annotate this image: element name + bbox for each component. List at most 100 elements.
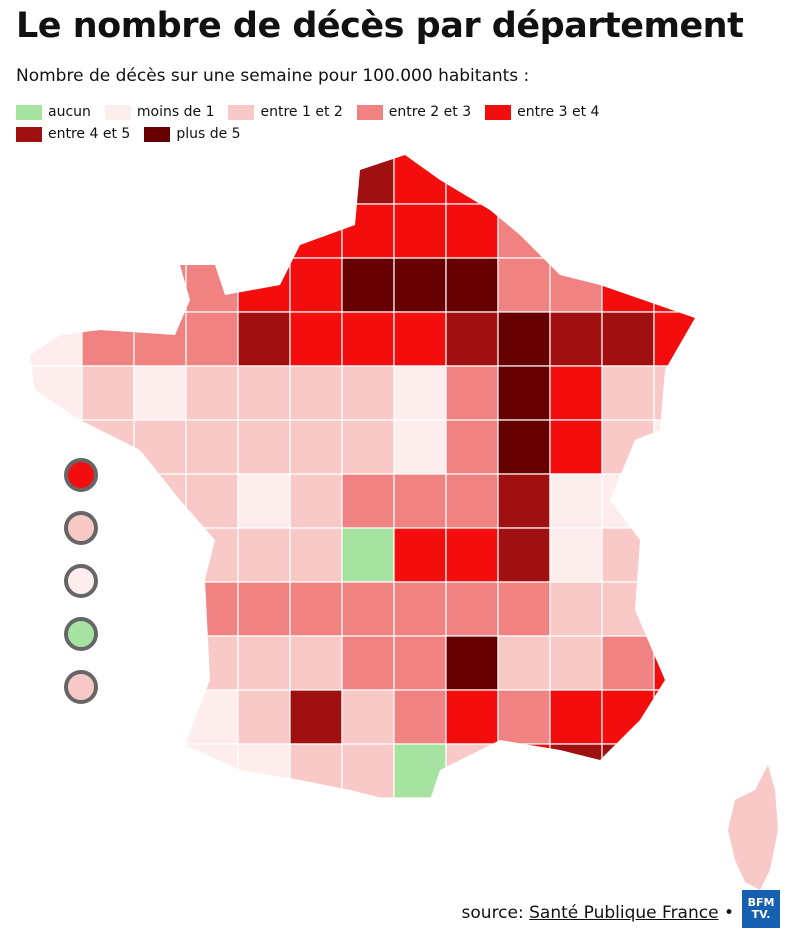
department xyxy=(341,743,395,799)
department xyxy=(237,419,291,475)
department xyxy=(549,365,603,421)
department xyxy=(133,257,187,313)
department xyxy=(601,635,655,691)
department xyxy=(237,635,291,691)
department xyxy=(341,257,395,313)
department xyxy=(653,311,695,367)
department xyxy=(497,689,551,745)
department xyxy=(30,365,83,421)
legend-swatch xyxy=(356,104,383,120)
department xyxy=(289,365,343,421)
department xyxy=(549,311,603,367)
department xyxy=(81,203,135,259)
logo-line: BFM xyxy=(747,896,775,909)
department xyxy=(601,257,655,313)
department xyxy=(185,365,239,421)
department xyxy=(497,203,551,259)
department xyxy=(445,581,499,637)
overseas-department xyxy=(64,458,98,492)
legend-label: entre 2 et 3 xyxy=(388,104,472,120)
department xyxy=(393,311,447,367)
department xyxy=(30,203,83,259)
department xyxy=(237,581,291,637)
department xyxy=(497,527,551,583)
department xyxy=(601,473,655,529)
department xyxy=(393,203,447,259)
department xyxy=(133,311,187,367)
department xyxy=(185,419,239,475)
department xyxy=(289,311,343,367)
department xyxy=(237,155,291,205)
legend-item: entre 2 et 3 xyxy=(356,104,472,120)
legend-item: aucun xyxy=(16,104,91,120)
department xyxy=(393,257,447,313)
department xyxy=(237,311,291,367)
department xyxy=(393,581,447,637)
subtitle: Nombre de décès sur une semaine pour 100… xyxy=(16,66,530,86)
department xyxy=(601,311,655,367)
overseas-department xyxy=(64,670,98,704)
department xyxy=(393,527,447,583)
department xyxy=(30,311,83,367)
department xyxy=(237,689,291,745)
department xyxy=(497,581,551,637)
department xyxy=(497,365,551,421)
department xyxy=(81,311,135,367)
department xyxy=(601,203,655,259)
department xyxy=(601,419,655,475)
department xyxy=(133,581,187,637)
logo: BFM TV. xyxy=(742,890,780,928)
department xyxy=(237,257,291,313)
department xyxy=(445,257,499,313)
title: Le nombre de décès par département xyxy=(16,6,744,46)
department xyxy=(497,155,551,205)
department xyxy=(133,635,187,691)
department xyxy=(601,743,655,799)
department xyxy=(133,155,187,205)
source-link[interactable]: Santé Publique France xyxy=(529,903,719,923)
legend: aucun moins de 1 entre 1 et 2 entre 2 et 3 e… xyxy=(16,104,716,142)
department xyxy=(133,473,187,529)
department xyxy=(393,365,447,421)
legend-swatch xyxy=(485,104,512,120)
department xyxy=(237,743,291,799)
department xyxy=(81,743,135,799)
department xyxy=(445,155,499,205)
department xyxy=(341,155,395,205)
department xyxy=(653,365,695,421)
department xyxy=(497,635,551,691)
source-separator: • xyxy=(723,903,734,923)
department xyxy=(289,203,343,259)
department xyxy=(289,419,343,475)
department xyxy=(601,155,655,205)
legend-label: plus de 5 xyxy=(176,126,241,142)
department xyxy=(653,203,695,259)
department xyxy=(445,311,499,367)
department xyxy=(185,635,239,691)
legend-label: aucun xyxy=(48,104,91,120)
department xyxy=(289,155,343,205)
department xyxy=(653,257,695,313)
department xyxy=(133,365,187,421)
department xyxy=(393,635,447,691)
department xyxy=(653,689,695,745)
department xyxy=(445,473,499,529)
source: source: Santé Publique France • xyxy=(462,903,734,923)
department xyxy=(549,257,603,313)
department xyxy=(341,527,395,583)
department xyxy=(133,419,187,475)
department xyxy=(549,689,603,745)
department xyxy=(549,581,603,637)
department xyxy=(601,689,655,745)
legend-item: entre 1 et 2 xyxy=(228,104,343,120)
legend-swatch xyxy=(104,104,131,120)
department xyxy=(185,689,239,745)
department xyxy=(185,155,239,205)
department xyxy=(653,635,695,691)
department xyxy=(289,257,343,313)
department xyxy=(601,365,655,421)
legend-label: entre 1 et 2 xyxy=(260,104,343,120)
department xyxy=(185,581,239,637)
department xyxy=(497,743,551,799)
